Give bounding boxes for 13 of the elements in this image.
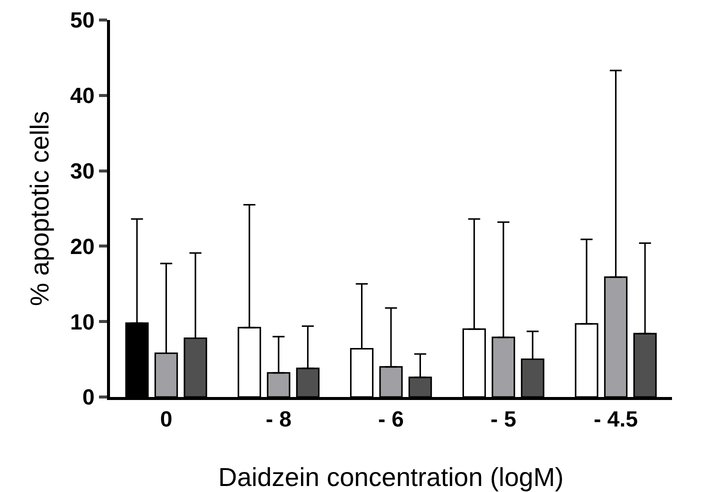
x-tick-label: - 4.5 <box>594 406 638 432</box>
y-tick-label: 10 <box>70 309 95 334</box>
x-tick-label: - 6 <box>378 406 404 432</box>
x-tick-label: - 5 <box>490 406 516 432</box>
y-tick-label: 50 <box>70 8 95 33</box>
y-tick-label: 40 <box>70 83 95 108</box>
y-tick-label: 0 <box>82 384 95 410</box>
y-tick-label: 30 <box>70 158 95 184</box>
y-tick-label: 20 <box>70 234 95 259</box>
x-axis-title: Daidzein concentration (logM) <box>218 462 564 492</box>
y-axis-title: % apoptotic cells <box>24 110 55 306</box>
x-tick-label: 0 <box>160 406 172 432</box>
x-tick-label: - 8 <box>266 406 292 432</box>
